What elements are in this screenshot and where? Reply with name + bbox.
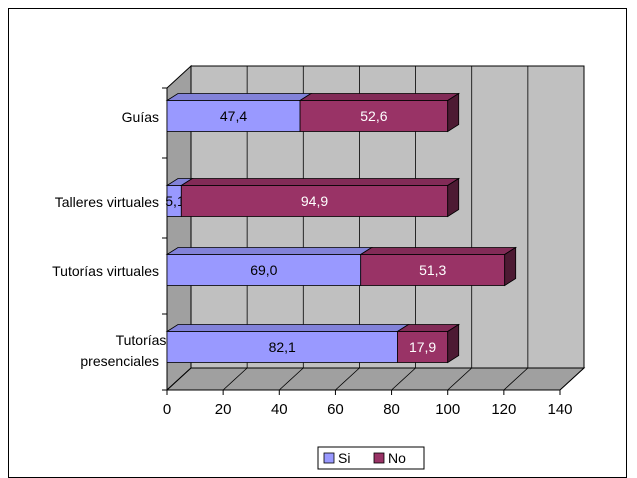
bar-no bbox=[180, 185, 449, 217]
bar-top-si bbox=[165, 247, 374, 255]
bar-si bbox=[166, 100, 301, 132]
floor bbox=[165, 367, 586, 391]
legend-label: Si bbox=[338, 450, 350, 466]
legend-swatch-no bbox=[373, 452, 385, 464]
bar-top-si bbox=[165, 324, 410, 332]
floor-gridline bbox=[166, 367, 192, 391]
bar-side-no bbox=[447, 177, 460, 218]
bar-top-no bbox=[298, 93, 461, 101]
bar-no bbox=[299, 100, 449, 132]
x-tick-label: 80 bbox=[383, 401, 400, 418]
floor-gridline bbox=[559, 367, 585, 391]
bar-top-no bbox=[179, 178, 461, 186]
floor-gridline bbox=[279, 367, 304, 391]
floor-gridline bbox=[391, 367, 416, 391]
bar-top-no bbox=[359, 247, 518, 255]
category-label: Tutorías virtuales bbox=[52, 263, 159, 279]
legend-swatch-si bbox=[323, 452, 335, 464]
data-label: 17,9 bbox=[409, 339, 436, 355]
data-label: 51,3 bbox=[419, 262, 446, 278]
x-tick-label: 20 bbox=[215, 401, 232, 418]
data-label: 47,4 bbox=[220, 108, 247, 124]
bar-side-no bbox=[447, 323, 460, 364]
bar-top-si bbox=[165, 93, 313, 101]
floor-gridline bbox=[447, 367, 472, 391]
legend-box bbox=[317, 446, 425, 470]
category-label: presenciales bbox=[80, 353, 159, 369]
x-tick-label: 120 bbox=[491, 401, 516, 418]
data-label: 5,1 bbox=[165, 193, 185, 209]
x-tick-label: 140 bbox=[547, 401, 572, 418]
category-label: Talleres virtuales bbox=[55, 194, 159, 210]
data-label: 52,6 bbox=[360, 108, 387, 124]
bar-side-no bbox=[504, 246, 517, 287]
data-label: 82,1 bbox=[269, 339, 296, 355]
floor-gridline bbox=[335, 367, 360, 391]
floor-gridline bbox=[503, 367, 529, 391]
bar-side-no bbox=[447, 92, 460, 133]
floor-gridline bbox=[222, 367, 248, 391]
data-label: 69,0 bbox=[250, 262, 277, 278]
x-tick-label: 40 bbox=[271, 401, 288, 418]
bar-no bbox=[360, 254, 506, 286]
bar-no bbox=[397, 331, 449, 363]
category-label: Guías bbox=[122, 109, 159, 125]
x-tick-label: 100 bbox=[435, 401, 460, 418]
x-tick-label: 60 bbox=[327, 401, 344, 418]
bar-si bbox=[166, 254, 362, 286]
legend-label: No bbox=[388, 450, 406, 466]
data-label: 94,9 bbox=[301, 193, 328, 209]
x-tick-label: 0 bbox=[163, 401, 171, 418]
category-label: Tutorías bbox=[116, 332, 167, 348]
bar-si bbox=[166, 331, 398, 363]
